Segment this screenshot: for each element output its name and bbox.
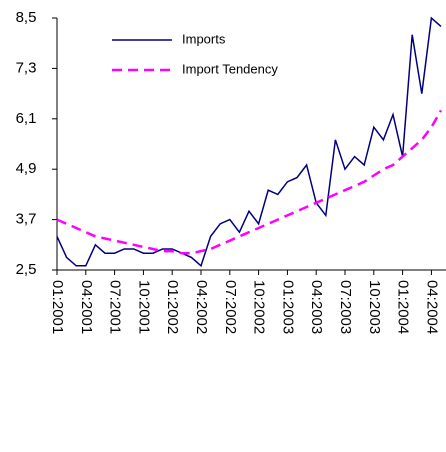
y-tick-label: 4,9	[16, 160, 37, 177]
x-tick-label: 04:2002	[193, 280, 210, 334]
legend-label: Import Tendency	[182, 61, 278, 76]
series-line	[56, 109, 443, 255]
y-tick-label: 7,3	[16, 59, 37, 76]
series-line	[56, 16, 442, 268]
x-tick-label: 01:2002	[164, 280, 181, 334]
y-tick-label: 6,1	[16, 110, 37, 127]
x-tick-label: 01:2001	[49, 280, 66, 334]
legend-label: Imports	[182, 31, 226, 46]
x-tick-label: 07:2002	[222, 280, 239, 334]
y-tick-label: 2,5	[16, 261, 37, 278]
x-tick-label: 10:2003	[366, 280, 383, 334]
x-tick-label: 01:2004	[395, 280, 412, 334]
x-tick-label: 04:2001	[78, 280, 95, 334]
x-tick-label: 07:2003	[337, 280, 354, 334]
x-tick-label: 04:2003	[308, 280, 325, 334]
x-tick-label: 07:2001	[107, 280, 124, 334]
x-tick-label: 10:2001	[135, 280, 152, 334]
x-tick-label: 10:2002	[251, 280, 268, 334]
y-tick-label: 8,5	[16, 9, 37, 26]
x-tick-label: 01:2003	[279, 280, 296, 334]
x-tick-label: 04:2004	[423, 280, 440, 334]
y-tick-label: 3,7	[16, 211, 37, 228]
